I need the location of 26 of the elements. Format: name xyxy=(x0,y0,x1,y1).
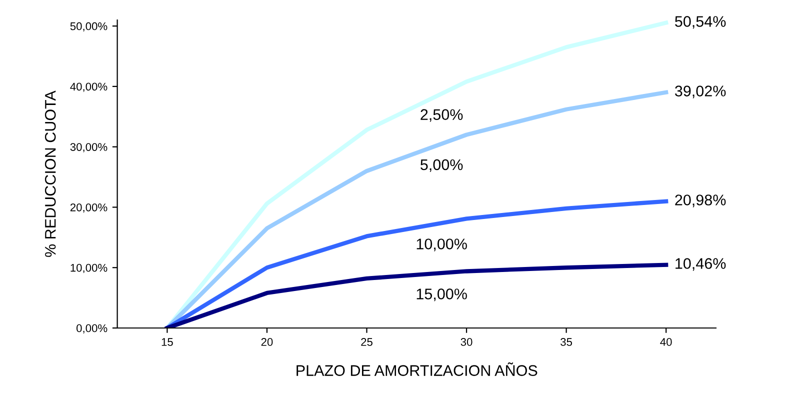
y-tick-label: 40,00% xyxy=(70,82,108,92)
data-label: 20,98% xyxy=(675,194,726,208)
x-tick-label: 15 xyxy=(162,338,173,346)
line-series xyxy=(165,90,668,328)
x-tick-label: 40 xyxy=(660,338,672,346)
y-tick-label: 10,00% xyxy=(70,264,108,274)
line-series xyxy=(165,262,668,328)
line-series xyxy=(165,199,668,328)
y-tick-label: 20,00% xyxy=(70,203,108,213)
data-label: 39,02% xyxy=(674,86,726,98)
series-label: 15,00% xyxy=(416,288,467,302)
y-axis-title: % REDUCCION CUOTA xyxy=(44,90,56,257)
y-tick-label: 0,00% xyxy=(76,324,108,334)
x-tick-label: 25 xyxy=(361,338,372,346)
x-axis-title: PLAZO DE AMORTIZACION AÑOS xyxy=(296,362,538,376)
series-label: 5,00% xyxy=(420,159,463,172)
x-tick-label: 35 xyxy=(560,338,572,346)
series-label: 2,50% xyxy=(420,109,463,122)
data-label: 10,46% xyxy=(676,258,726,271)
x-tick-label: 30 xyxy=(460,338,472,346)
x-tick-label: 20 xyxy=(261,338,273,346)
line-series xyxy=(165,20,668,328)
data-label: 50,54% xyxy=(675,16,726,29)
y-tick-label: 50,00% xyxy=(70,22,108,32)
y-tick-label: 30,00% xyxy=(70,143,108,152)
series-label: 10,00% xyxy=(416,238,467,252)
